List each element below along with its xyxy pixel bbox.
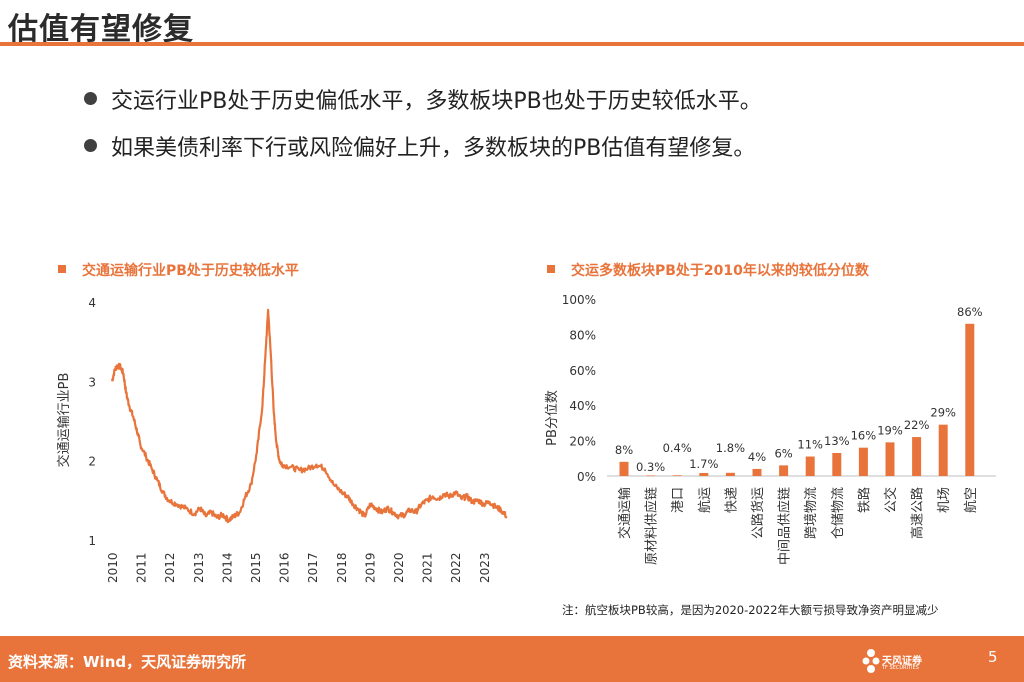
line-ytick-label: 2 (88, 455, 96, 469)
line-xtick-label: 2016 (278, 552, 292, 583)
line-xtick-label: 2011 (135, 552, 149, 583)
bar-category-label: 跨境物流 (804, 487, 819, 539)
line-xtick-label: 2013 (192, 552, 206, 583)
bullet-2-text: 如果美债利率下行或风险偏好上升，多数板块的PB估值有望修复。 (111, 136, 756, 161)
bar-value-label: 1.8% (716, 441, 745, 455)
bar-category-label: 快递 (724, 487, 739, 513)
logo-subtext: TF SECURITIES (882, 665, 919, 671)
bullet-dot-icon (84, 139, 97, 152)
line-xtick-label: 2014 (220, 552, 234, 583)
bar-ytick-label: 80% (569, 328, 596, 342)
line-ytick-label: 3 (88, 375, 96, 389)
bar-value-label: 0.3% (636, 460, 665, 474)
bar-value-label: 4% (748, 450, 766, 464)
line-chart-title: 交通运输行业PB处于历史较低水平 (58, 260, 299, 280)
square-bullet-icon (58, 265, 66, 273)
bar-category-label: 仓储物流 (831, 487, 846, 539)
square-bullet-icon (547, 265, 555, 273)
bar-value-label: 86% (957, 305, 983, 319)
line-xtick-label: 2018 (335, 552, 349, 583)
bar-category-label: 原材料供应链 (644, 487, 660, 565)
bullet-1: 交运行业PB处于历史偏低水平，多数板块PB也处于历史较低水平。 (84, 83, 762, 115)
bar-category-label: 铁路 (856, 487, 872, 513)
bar-category-label: 港口 (671, 487, 686, 513)
bar-12 (938, 424, 948, 476)
bar-value-label: 0.4% (663, 441, 692, 455)
bar-4 (725, 472, 735, 476)
bar-6 (779, 465, 789, 476)
page-number: 5 (988, 648, 998, 666)
bar-5 (752, 468, 762, 476)
bar-category-label: 公交 (883, 487, 899, 513)
line-ytick-label: 1 (88, 534, 96, 548)
title-underline (0, 42, 1024, 46)
bar-ytick-label: 20% (569, 435, 596, 449)
bar-0 (619, 461, 629, 476)
bar-2 (672, 475, 682, 476)
bullet-1-text: 交运行业PB处于历史偏低水平，多数板块PB也处于历史较低水平。 (111, 89, 762, 114)
bar-13 (965, 323, 975, 476)
bar-1 (646, 475, 656, 477)
line-chart-title-text: 交通运输行业PB处于历史较低水平 (82, 263, 299, 279)
line-xtick-label: 2012 (163, 552, 177, 583)
bar-8 (832, 452, 842, 476)
footer-bar (0, 636, 1024, 682)
line-xtick-label: 2022 (449, 552, 463, 583)
bar-value-label: 13% (824, 434, 850, 448)
bar-category-label: 航空 (963, 487, 979, 513)
line-series-pb (110, 308, 508, 524)
bar-value-label: 16% (851, 429, 877, 443)
line-chart-ylabel: 交通运输行业PB (56, 373, 72, 468)
bar-value-label: 6% (774, 446, 792, 460)
line-ytick-label: 4 (88, 296, 96, 310)
page-title: 估值有望修复 (8, 12, 194, 47)
bar-chart-title: 交运多数板块PB处于2010年以来的较低分位数 (547, 260, 869, 280)
bar-ytick-label: 100% (562, 293, 596, 307)
bar-ytick-label: 40% (569, 399, 596, 413)
line-xtick-label: 2010 (106, 552, 120, 583)
line-xtick-label: 2017 (306, 552, 320, 583)
tf-logo-icon (862, 649, 880, 673)
bar-value-label: 22% (904, 418, 930, 432)
bar-category-label: 公路货运 (750, 487, 766, 539)
bar-9 (858, 447, 868, 476)
bar-category-label: 航运 (697, 487, 713, 513)
line-xtick-label: 2021 (421, 552, 435, 583)
line-xtick-label: 2023 (478, 552, 492, 583)
bullet-2: 如果美债利率下行或风险偏好上升，多数板块的PB估值有望修复。 (84, 130, 755, 162)
line-xtick-label: 2015 (249, 552, 263, 583)
bar-chart-ylabel: PB分位数 (545, 390, 560, 446)
bar-value-label: 8% (615, 443, 633, 457)
bar-category-label: 交通运输 (617, 487, 633, 539)
bar-category-label: 高速公路 (910, 487, 926, 539)
line-xtick-label: 2019 (363, 552, 377, 583)
bar-value-label: 29% (930, 406, 956, 420)
bar-category-label: 机场 (937, 487, 952, 513)
bullet-dot-icon (84, 92, 97, 105)
bar-value-label: 11% (797, 438, 823, 452)
bar-value-label: 19% (877, 423, 903, 437)
bar-7 (805, 456, 815, 476)
bar-ytick-label: 0% (577, 470, 596, 484)
logo-text: 天风证券 (882, 656, 922, 667)
bar-11 (912, 437, 922, 476)
bar-10 (885, 442, 895, 476)
bar-3 (699, 472, 709, 476)
bar-chart-title-text: 交运多数板块PB处于2010年以来的较低分位数 (571, 263, 869, 279)
line-xtick-label: 2020 (392, 552, 406, 583)
chart-note: 注：航空板块PB较高，是因为2020-2022年大额亏损导致净资产明显减少 (562, 603, 939, 617)
bar-value-label: 1.7% (689, 457, 718, 471)
bar-category-label: 中间品供应链 (777, 487, 793, 565)
bar-ytick-label: 60% (569, 364, 596, 378)
footer-source: 资料来源：Wind，天风证券研究所 (8, 653, 247, 671)
